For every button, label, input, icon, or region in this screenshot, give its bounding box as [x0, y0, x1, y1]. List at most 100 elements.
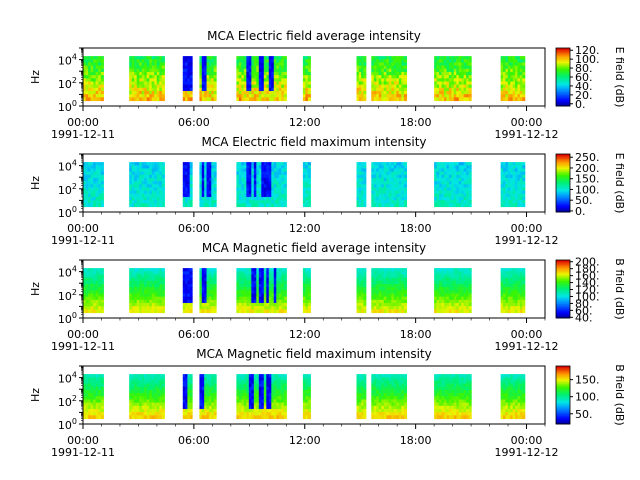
- y-axis-label: Hz: [29, 176, 42, 190]
- spectrogram-block: [434, 268, 472, 314]
- y-tick-label: 100: [58, 311, 77, 326]
- colorbar-tick-label: 100.: [575, 290, 600, 303]
- spectrogram-block: [356, 374, 367, 420]
- x-tick-label: 18:00: [400, 434, 432, 447]
- spectrogram-block: [356, 56, 367, 102]
- colorbar-tick-label: 120.: [575, 284, 600, 297]
- colorbar-label: E field (dB): [613, 153, 626, 214]
- spectrogram-block: [129, 268, 165, 314]
- chart-panel-1: MCA Electric field average intensity 100 1…: [29, 29, 626, 141]
- y-tick-label: 104: [58, 159, 77, 174]
- x-date-label: 1991-12-12: [495, 446, 559, 459]
- spectrogram-block: [500, 268, 526, 314]
- y-tick-label: 104: [58, 265, 77, 280]
- spectrogram-block: [182, 162, 193, 208]
- colorbar-tick-label: 0.: [575, 98, 586, 111]
- x-tick-label: 00:00: [67, 328, 99, 341]
- colorbar-tick-label: 80.: [575, 297, 593, 310]
- y-tick-label: 104: [58, 371, 77, 386]
- colorbar-tick-label: 80.: [575, 62, 593, 75]
- y-axis-label: Hz: [29, 388, 42, 402]
- colorbar-tick-label: 150.: [575, 374, 600, 387]
- x-date-label: 1991-12-11: [51, 234, 115, 247]
- x-tick-label: 06:00: [178, 328, 210, 341]
- x-date-label: 1991-12-12: [495, 234, 559, 247]
- x-tick-label: 12:00: [289, 222, 321, 235]
- spectrogram-block: [302, 374, 311, 420]
- spectrogram-block: [236, 374, 287, 420]
- colorbar-tick-label: 100.: [575, 53, 600, 66]
- spectrogram-block: [434, 374, 472, 420]
- spectrogram-block: [371, 162, 407, 208]
- x-tick-label: 18:00: [400, 328, 432, 341]
- x-tick-label: 00:00: [511, 222, 543, 235]
- spectrogram-block: [236, 268, 287, 314]
- x-tick-label: 00:00: [67, 434, 99, 447]
- colorbar-tick-label: 140.: [575, 277, 600, 290]
- y-tick-label: 100: [58, 205, 77, 220]
- x-tick-label: 00:00: [511, 116, 543, 129]
- colorbar: 50. 100. 150. B field (dB): [555, 364, 626, 426]
- colorbar-tick-label: 200.: [575, 162, 600, 175]
- spectrogram-block: [182, 56, 193, 102]
- spectrogram-block: [199, 162, 217, 208]
- colorbar-tick-label: 180.: [575, 263, 600, 276]
- chart-panel-4: MCA Magnetic field maximum intensity 100 1…: [29, 347, 626, 459]
- chart-panel-2: MCA Electric field maximum intensity 100 1…: [29, 135, 626, 247]
- spectrogram-block: [236, 162, 287, 208]
- spectrogram-block: [371, 56, 407, 102]
- chart-title: MCA Magnetic field average intensity: [202, 241, 426, 255]
- colorbar-frame: [555, 365, 571, 425]
- spectrogram-block: [129, 162, 165, 208]
- spectrogram-block: [199, 56, 217, 102]
- y-tick-label: 100: [58, 99, 77, 114]
- spectrogram-block: [129, 56, 165, 102]
- colorbar-tick-label: 120.: [575, 44, 600, 57]
- x-date-label: 1991-12-12: [495, 340, 559, 353]
- colorbar-tick-label: 20.: [575, 89, 593, 102]
- x-date-label: 1991-12-12: [495, 128, 559, 141]
- x-date-label: 1991-12-11: [51, 340, 115, 353]
- colorbar-tick-label: 160.: [575, 270, 600, 283]
- x-tick-label: 06:00: [178, 116, 210, 129]
- y-tick-label: 102: [58, 182, 77, 197]
- spectrogram-block: [371, 268, 407, 314]
- colorbar-tick-label: 40.: [575, 80, 593, 93]
- colorbar-label: B field (dB): [613, 258, 626, 319]
- colorbar-tick-label: 50.: [575, 408, 593, 421]
- spectrogram-block: [302, 268, 311, 314]
- spectrogram-block: [434, 162, 472, 208]
- spectrogram-block: [302, 56, 311, 102]
- x-tick-label: 12:00: [289, 116, 321, 129]
- colorbar: 0.50.100.150.200.250. E field (dB): [555, 151, 626, 218]
- chart-title: MCA Magnetic field maximum intensity: [196, 347, 432, 361]
- colorbar: 0.20.40.60.80.100.120. E field (dB): [555, 44, 626, 111]
- y-tick-label: 100: [58, 417, 77, 432]
- spectrogram-block: [182, 268, 193, 314]
- x-tick-label: 06:00: [178, 434, 210, 447]
- colorbar-label: B field (dB): [613, 364, 626, 425]
- y-axis-label: Hz: [29, 70, 42, 84]
- colorbar-tick-label: 100.: [575, 183, 600, 196]
- colorbar-tick-label: 40.: [575, 311, 593, 324]
- x-tick-label: 18:00: [400, 222, 432, 235]
- chart-panel-3: MCA Magnetic field average intensity 100 1…: [29, 241, 626, 353]
- spectrogram-block: [434, 56, 472, 102]
- x-tick-label: 00:00: [67, 222, 99, 235]
- spectrogram-block: [83, 374, 104, 420]
- x-tick-label: 00:00: [67, 116, 99, 129]
- colorbar-frame: [555, 259, 571, 319]
- spectrogram-block: [500, 162, 526, 208]
- colorbar-tick-label: 60.: [575, 71, 593, 84]
- spectrogram-block: [129, 374, 165, 420]
- colorbar-tick-label: 200.: [575, 256, 600, 269]
- colorbar-tick-label: 60.: [575, 304, 593, 317]
- spectrogram-block: [302, 162, 311, 208]
- y-axis-label: Hz: [29, 282, 42, 296]
- x-date-label: 1991-12-11: [51, 446, 115, 459]
- chart-title: MCA Electric field average intensity: [207, 29, 421, 43]
- y-tick-label: 102: [58, 288, 77, 303]
- x-date-label: 1991-12-11: [51, 128, 115, 141]
- colorbar-tick-label: 50.: [575, 194, 593, 207]
- spectrogram-block: [83, 162, 104, 208]
